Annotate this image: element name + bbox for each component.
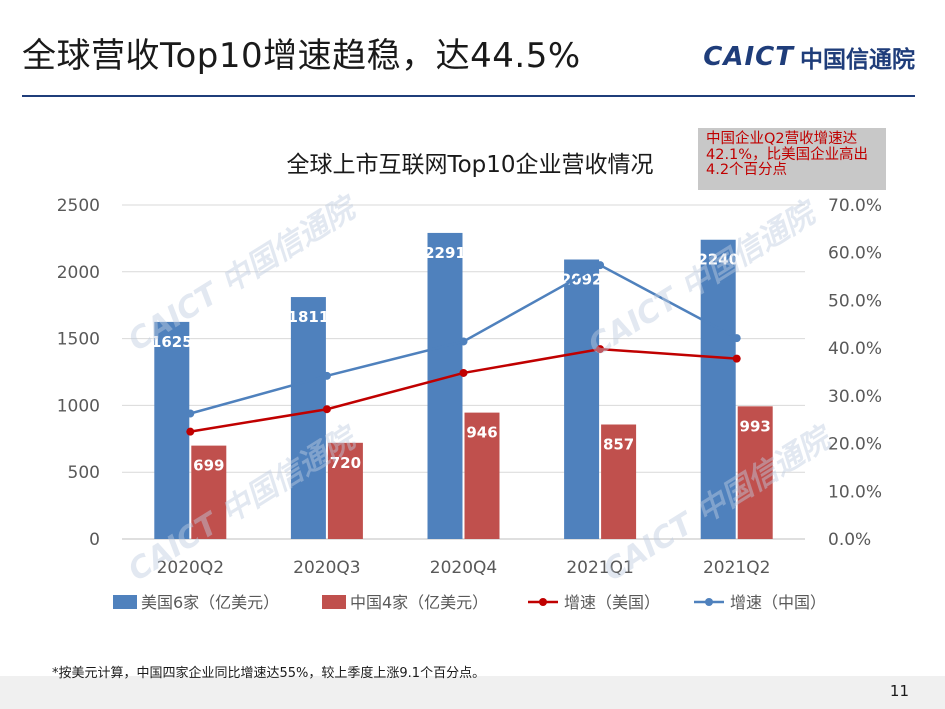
bar-label-us: 1811 [288, 308, 330, 326]
title-divider [22, 95, 915, 97]
growth-us-point [459, 368, 468, 377]
page-number: 11 [889, 682, 909, 700]
y2-tick-label: 0.0% [828, 530, 871, 550]
growth-us-point [186, 427, 195, 436]
footnote: *按美元计算，中国四家企业同比增速达55%，较上季度上涨9.1个百分点。 [52, 666, 486, 681]
footer-bar [0, 676, 945, 709]
logo-text-cn: 中国信通院 [800, 47, 915, 73]
bar-label-us: 2291 [424, 244, 466, 262]
bar-label-us: 2092 [561, 271, 603, 289]
legend-cn-revenue-swatch [322, 595, 346, 609]
logo-text-en: CAICT [703, 42, 794, 72]
x-tick-label: 2020Q4 [430, 558, 497, 578]
y2-tick-label: 40.0% [828, 339, 882, 359]
x-tick-label: 2020Q2 [157, 558, 224, 578]
y-tick-label: 2000 [57, 263, 100, 283]
growth-cn-point [322, 371, 331, 380]
growth-us-point [732, 354, 741, 363]
bar-us [290, 297, 326, 539]
legend-growth-us-marker [539, 598, 547, 606]
x-tick-label: 2020Q3 [293, 558, 360, 578]
growth-cn-point [732, 334, 741, 343]
y-tick-label: 1500 [57, 330, 100, 350]
bar-label-cn: 857 [603, 436, 634, 454]
y2-tick-label: 50.0% [828, 291, 882, 311]
slide-title: 全球营收Top10增速趋稳，达44.5% [22, 36, 581, 76]
bar-us [154, 321, 190, 539]
growth-cn-point [596, 261, 605, 270]
legend-cn-revenue-label: 中国4家（亿美元） [350, 593, 488, 612]
bar-cn [327, 442, 363, 539]
callout-note: 中国企业Q2营收增速达42.1%，比美国企业高出4.2个百分点 [698, 128, 886, 190]
revenue-chart: 全球上市互联网Top10企业营收情况 0 500 1000 1500 2000 2500 0.… [57, 152, 882, 612]
x-tick-label: 2021Q1 [566, 558, 633, 578]
legend-growth-us-label: 增速（美国） [564, 593, 660, 612]
y-tick-label: 0 [89, 530, 100, 550]
bar-label-us: 1625 [151, 333, 193, 351]
y2-tick-label: 60.0% [828, 244, 882, 264]
y-tick-label: 1000 [57, 396, 100, 416]
x-tick-label: 2021Q2 [703, 558, 770, 578]
growth-cn-point [186, 409, 195, 418]
chart-title: 全球上市互联网Top10企业营收情况 [286, 152, 653, 178]
y-tick-label: 2500 [57, 196, 100, 216]
legend-us-revenue-swatch [113, 595, 137, 609]
y2-tick-label: 20.0% [828, 435, 882, 455]
y-tick-label: 500 [68, 463, 100, 483]
bar-us [427, 232, 463, 539]
legend-growth-cn-marker [705, 598, 713, 606]
bar-label-cn: 946 [466, 424, 497, 442]
growth-cn-point [459, 337, 468, 346]
growth-us-point [596, 345, 605, 354]
bar-label-us: 2240 [697, 251, 739, 269]
bar-us [564, 259, 600, 539]
growth-us-point [322, 405, 331, 414]
legend-us-revenue-label: 美国6家（亿美元） [141, 593, 279, 612]
caict-logo: CAICT 中国信通院 [703, 40, 915, 74]
bar-cn [464, 412, 500, 539]
bar-cn [737, 406, 773, 539]
bar-us [700, 239, 736, 539]
bar-label-cn: 993 [740, 417, 771, 435]
legend-growth-cn-label: 增速（中国） [730, 593, 826, 612]
bar-cn [191, 445, 227, 539]
y2-tick-label: 70.0% [828, 196, 882, 216]
y2-tick-label: 30.0% [828, 387, 882, 407]
y2-tick-label: 10.0% [828, 482, 882, 502]
bar-label-cn: 720 [330, 454, 361, 472]
bar-cn [601, 424, 637, 539]
bar-label-cn: 699 [193, 457, 224, 475]
